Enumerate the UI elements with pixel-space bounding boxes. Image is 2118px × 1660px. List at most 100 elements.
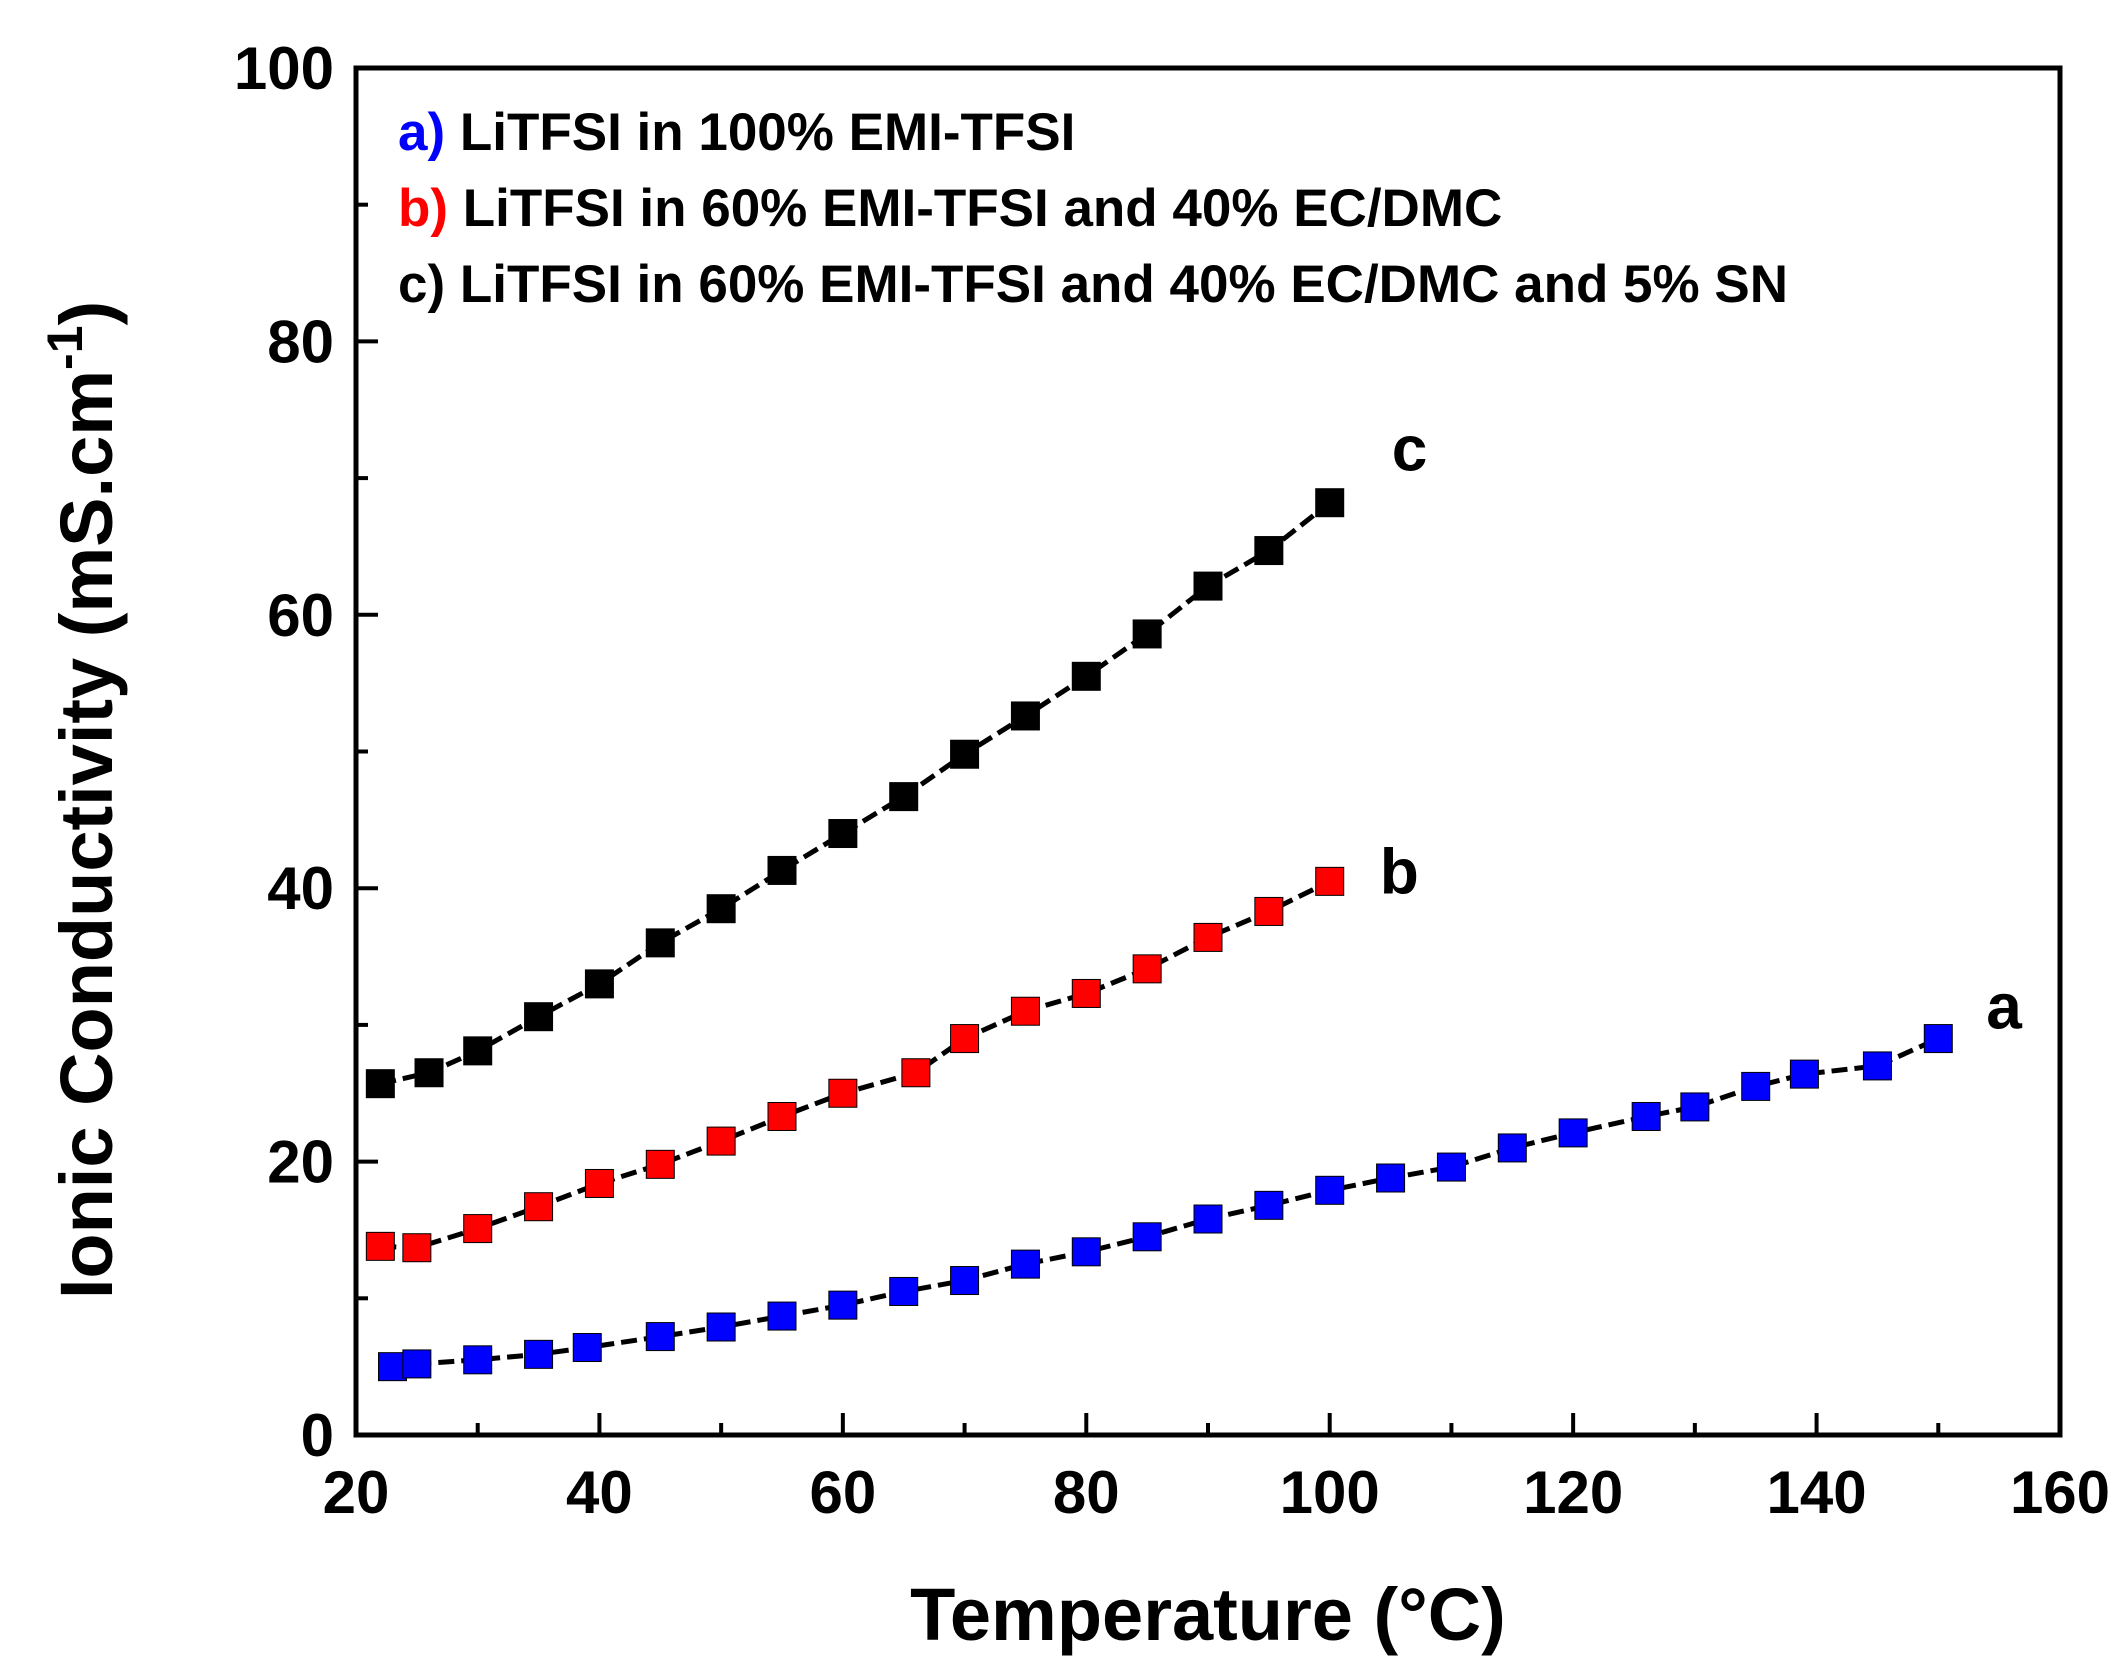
data-point bbox=[365, 1231, 395, 1261]
data-point bbox=[1376, 1163, 1406, 1193]
y-axis-title-main: Ionic Conductivity (mS.cm bbox=[45, 370, 128, 1299]
data-point bbox=[584, 969, 614, 999]
legend-text-b: LiTFSI in 60% EMI-TFSI and 40% EC/DMC bbox=[448, 179, 1502, 238]
data-point bbox=[1315, 488, 1345, 518]
data-point bbox=[645, 928, 675, 958]
data-point bbox=[1741, 1071, 1771, 1101]
data-point bbox=[463, 1214, 493, 1244]
data-point bbox=[767, 1301, 797, 1331]
y-tick-label: 0 bbox=[301, 1402, 334, 1469]
data-point bbox=[524, 1002, 554, 1032]
data-point bbox=[1193, 922, 1223, 952]
data-point bbox=[950, 1266, 980, 1296]
data-point bbox=[414, 1058, 444, 1088]
x-tick-label: 20 bbox=[323, 1459, 390, 1526]
series-b bbox=[365, 866, 1345, 1263]
data-point bbox=[1254, 896, 1284, 926]
data-point bbox=[706, 1312, 736, 1342]
data-point bbox=[950, 1024, 980, 1054]
x-tick-label: 80 bbox=[1053, 1459, 1120, 1526]
data-point bbox=[1789, 1059, 1819, 1089]
data-point bbox=[828, 819, 858, 849]
data-point bbox=[1254, 1190, 1284, 1220]
data-point bbox=[1010, 1249, 1040, 1279]
data-point bbox=[402, 1349, 432, 1379]
data-point bbox=[1436, 1152, 1466, 1182]
series-c bbox=[365, 488, 1345, 1099]
data-point bbox=[767, 855, 797, 885]
data-point bbox=[378, 1352, 408, 1382]
x-tick-label: 120 bbox=[1523, 1459, 1623, 1526]
data-point bbox=[1923, 1024, 1953, 1054]
legend: a) LiTFSI in 100% EMI-TFSI b) LiTFSI in … bbox=[398, 103, 1788, 314]
data-point bbox=[1010, 996, 1040, 1026]
y-tick-label: 40 bbox=[267, 855, 334, 922]
data-point bbox=[950, 739, 980, 769]
data-point bbox=[1862, 1051, 1892, 1081]
data-point bbox=[706, 1126, 736, 1156]
x-tick-label: 140 bbox=[1767, 1459, 1867, 1526]
data-point bbox=[365, 1069, 395, 1099]
y-axis-title-superscript: -1 bbox=[37, 325, 93, 369]
y-tick-label: 60 bbox=[267, 582, 334, 649]
data-point bbox=[1631, 1101, 1661, 1131]
data-point bbox=[1132, 1222, 1162, 1252]
data-point bbox=[1132, 619, 1162, 649]
legend-key-a: a) bbox=[398, 103, 445, 162]
data-point bbox=[767, 1101, 797, 1131]
data-point bbox=[1010, 701, 1040, 731]
legend-text-a: LiTFSI in 100% EMI-TFSI bbox=[445, 103, 1075, 162]
y-axis-title-close: ) bbox=[45, 301, 128, 326]
data-point bbox=[828, 1078, 858, 1108]
x-tick-label: 60 bbox=[809, 1459, 876, 1526]
data-point bbox=[1315, 1175, 1345, 1205]
legend-entry-c: c) LiTFSI in 60% EMI-TFSI and 40% EC/DMC… bbox=[398, 255, 1788, 314]
data-point bbox=[889, 782, 919, 812]
legend-entry-a: a) LiTFSI in 100% EMI-TFSI bbox=[398, 103, 1075, 162]
curve-label-a: a bbox=[1986, 971, 2022, 1043]
data-point bbox=[584, 1168, 614, 1198]
legend-key-c: c) bbox=[398, 255, 445, 314]
y-tick-label: 100 bbox=[234, 35, 334, 102]
legend-entry-b: b) LiTFSI in 60% EMI-TFSI and 40% EC/DMC bbox=[398, 179, 1502, 238]
data-point bbox=[572, 1333, 602, 1363]
data-point bbox=[524, 1192, 554, 1222]
data-point bbox=[1497, 1133, 1527, 1163]
x-tick-label: 160 bbox=[2010, 1459, 2110, 1526]
y-tick-label: 80 bbox=[267, 308, 334, 375]
data-point bbox=[706, 894, 736, 924]
data-point bbox=[1254, 536, 1284, 566]
axis-ticks bbox=[354, 66, 2062, 1437]
x-tick-label: 40 bbox=[566, 1459, 633, 1526]
data-point bbox=[1193, 571, 1223, 601]
data-series bbox=[365, 488, 1953, 1382]
data-point bbox=[889, 1276, 919, 1306]
data-point bbox=[901, 1058, 931, 1088]
data-point bbox=[463, 1036, 493, 1066]
data-point bbox=[1071, 661, 1101, 691]
data-point bbox=[1071, 1237, 1101, 1267]
y-tick-label: 20 bbox=[267, 1129, 334, 1196]
x-axis-title: Temperature (°C) bbox=[910, 1573, 1506, 1656]
data-point bbox=[463, 1345, 493, 1375]
series-b-line bbox=[380, 879, 1331, 1251]
curve-labels: a b c bbox=[1380, 413, 2023, 1043]
curve-label-b: b bbox=[1380, 835, 1419, 907]
data-point bbox=[645, 1322, 675, 1352]
data-point bbox=[1193, 1204, 1223, 1234]
data-point bbox=[524, 1339, 554, 1369]
series-c-line bbox=[379, 500, 1332, 1087]
series-a-line bbox=[392, 1036, 1940, 1370]
series-a bbox=[378, 1024, 1953, 1382]
data-point bbox=[1680, 1092, 1710, 1122]
y-axis-title: Ionic Conductivity (mS.cm-1) bbox=[37, 301, 128, 1299]
data-point bbox=[1315, 866, 1345, 896]
data-point bbox=[1071, 978, 1101, 1008]
data-point bbox=[645, 1149, 675, 1179]
data-point bbox=[1132, 954, 1162, 984]
legend-key-b: b) bbox=[398, 179, 448, 238]
data-point bbox=[1558, 1118, 1588, 1148]
legend-text-c: LiTFSI in 60% EMI-TFSI and 40% EC/DMC an… bbox=[445, 255, 1788, 314]
curve-label-c: c bbox=[1392, 413, 1428, 485]
